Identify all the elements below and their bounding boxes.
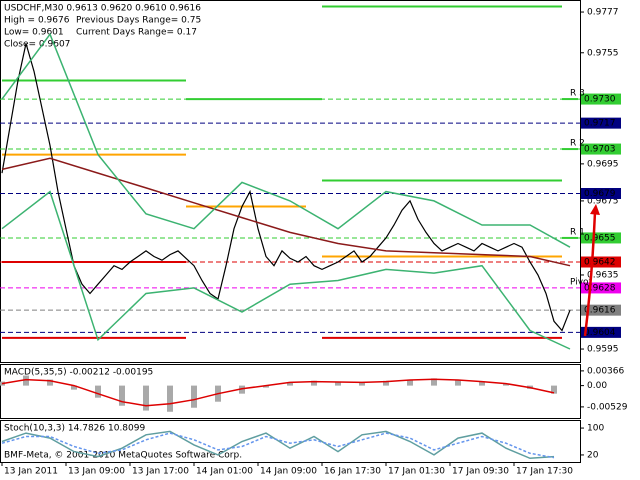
- x-tick-label: 13 Jan 17:00: [132, 467, 189, 477]
- macd-bar: [335, 381, 341, 386]
- level-box: [581, 143, 621, 155]
- macd-bar: [455, 379, 461, 386]
- level-label: 0.9628: [584, 283, 616, 293]
- header-info: Current Days Range= 0.17: [76, 28, 197, 38]
- level-box: [581, 93, 621, 105]
- macd-bar: [119, 385, 125, 406]
- macd-bar: [311, 380, 317, 386]
- level-label: 0.9679: [584, 189, 616, 199]
- x-tick-label: 17 Jan 17:30: [516, 467, 573, 477]
- macd-bar: [263, 385, 269, 388]
- level-box: [581, 282, 621, 294]
- level-name: R 3: [570, 89, 585, 99]
- macd-bar: [479, 381, 485, 386]
- plot-layer: 0.9777 0.9755 0.9695 0.9675 0.9635 0.9595 USDC…: [0, 4, 628, 477]
- level-label: 0.9616: [584, 306, 616, 316]
- level-label: 0.9655: [584, 233, 616, 243]
- level-label: 0.9642: [584, 258, 616, 268]
- y-tick-label: 0.9695: [587, 159, 619, 169]
- macd-bar: [71, 385, 77, 390]
- level-box: [581, 256, 621, 268]
- macd-bar: [191, 385, 197, 408]
- panel-title: Stoch(10,3,3) 14.7826 10.8099: [4, 424, 145, 434]
- macd-bar: [287, 382, 293, 386]
- macd-bar: [143, 385, 149, 411]
- series-line: [1, 190, 571, 350]
- macd-bar: [23, 375, 29, 386]
- macd-bar: [47, 379, 53, 386]
- series-line: [1, 432, 555, 459]
- level-label: 0.9717: [584, 119, 616, 129]
- stoch-panel-frame: [0, 420, 581, 463]
- x-tick-label: 14 Jan 01:00: [196, 467, 253, 477]
- series-line: [1, 43, 571, 332]
- x-tick-label: 17 Jan 01:30: [388, 467, 445, 477]
- series-line: [1, 430, 555, 460]
- macd-panel-frame: [0, 364, 581, 419]
- macd-bar: [167, 385, 173, 412]
- panel-title: USDCHF,M30 0.9613 0.9620 0.9610 0.9616: [4, 4, 201, 14]
- macd-bar: [359, 382, 365, 386]
- copyright: BMF-Meta, © 2001-2010 MetaQuotes Softwar…: [4, 451, 242, 461]
- arrow-head: [590, 204, 600, 215]
- arrow: [583, 211, 597, 337]
- level-box: [581, 232, 621, 244]
- series-line: [1, 378, 555, 407]
- level-box: [581, 117, 621, 129]
- panel-title: MACD(5,35,5) -0.00212 -0.00195: [4, 368, 153, 378]
- y-tick-label: 0.9595: [587, 345, 619, 355]
- y-tick-label: 100: [587, 424, 604, 434]
- level-label: 0.9730: [584, 95, 616, 105]
- macd-bar: [95, 385, 101, 398]
- y-tick-label: 0.9777: [587, 8, 619, 18]
- y-tick-label: -0.00529: [587, 402, 628, 412]
- level-box: [581, 187, 621, 199]
- level-label: 0.9703: [584, 145, 616, 155]
- series-line: [1, 32, 571, 248]
- macd-bar: [503, 383, 509, 386]
- level-box: [581, 326, 621, 338]
- x-tick-label: 14 Jan 09:00: [260, 467, 317, 477]
- level-name: R 1: [570, 227, 585, 237]
- x-tick-label: 13 Jan 09:00: [68, 467, 125, 477]
- x-tick-label: 17 Jan 09:30: [452, 467, 509, 477]
- header-info: Close= 0.9607: [4, 40, 70, 50]
- macd-bar: [383, 380, 389, 386]
- y-tick-label: 20: [587, 450, 599, 460]
- macd-bar: [239, 385, 245, 394]
- main-panel-frame: [0, 0, 581, 363]
- header-info: High = 0.9676: [4, 16, 70, 26]
- x-tick-label: 16 Jan 17:30: [324, 467, 381, 477]
- y-tick-label: 0.9675: [587, 196, 619, 206]
- level-label: 0.9604: [584, 328, 616, 338]
- level-name: Pivot: [570, 277, 593, 287]
- series-line: [1, 157, 571, 267]
- level-box: [581, 304, 621, 316]
- level-name: R 2: [570, 139, 585, 149]
- macd-bar: [431, 378, 437, 386]
- y-tick-label: 0.00: [587, 381, 607, 391]
- y-tick-label: 0.00366: [587, 366, 624, 376]
- macd-bar: [551, 385, 557, 394]
- x-tick-label: 13 Jan 2011: [4, 467, 58, 477]
- header-info: Low= 0.9601: [4, 28, 64, 38]
- y-tick-label: 0.9635: [587, 270, 619, 280]
- y-tick-label: 0.9755: [587, 48, 619, 58]
- macd-bar: [407, 379, 413, 386]
- header-info: Previous Days Range= 0.75: [76, 16, 201, 26]
